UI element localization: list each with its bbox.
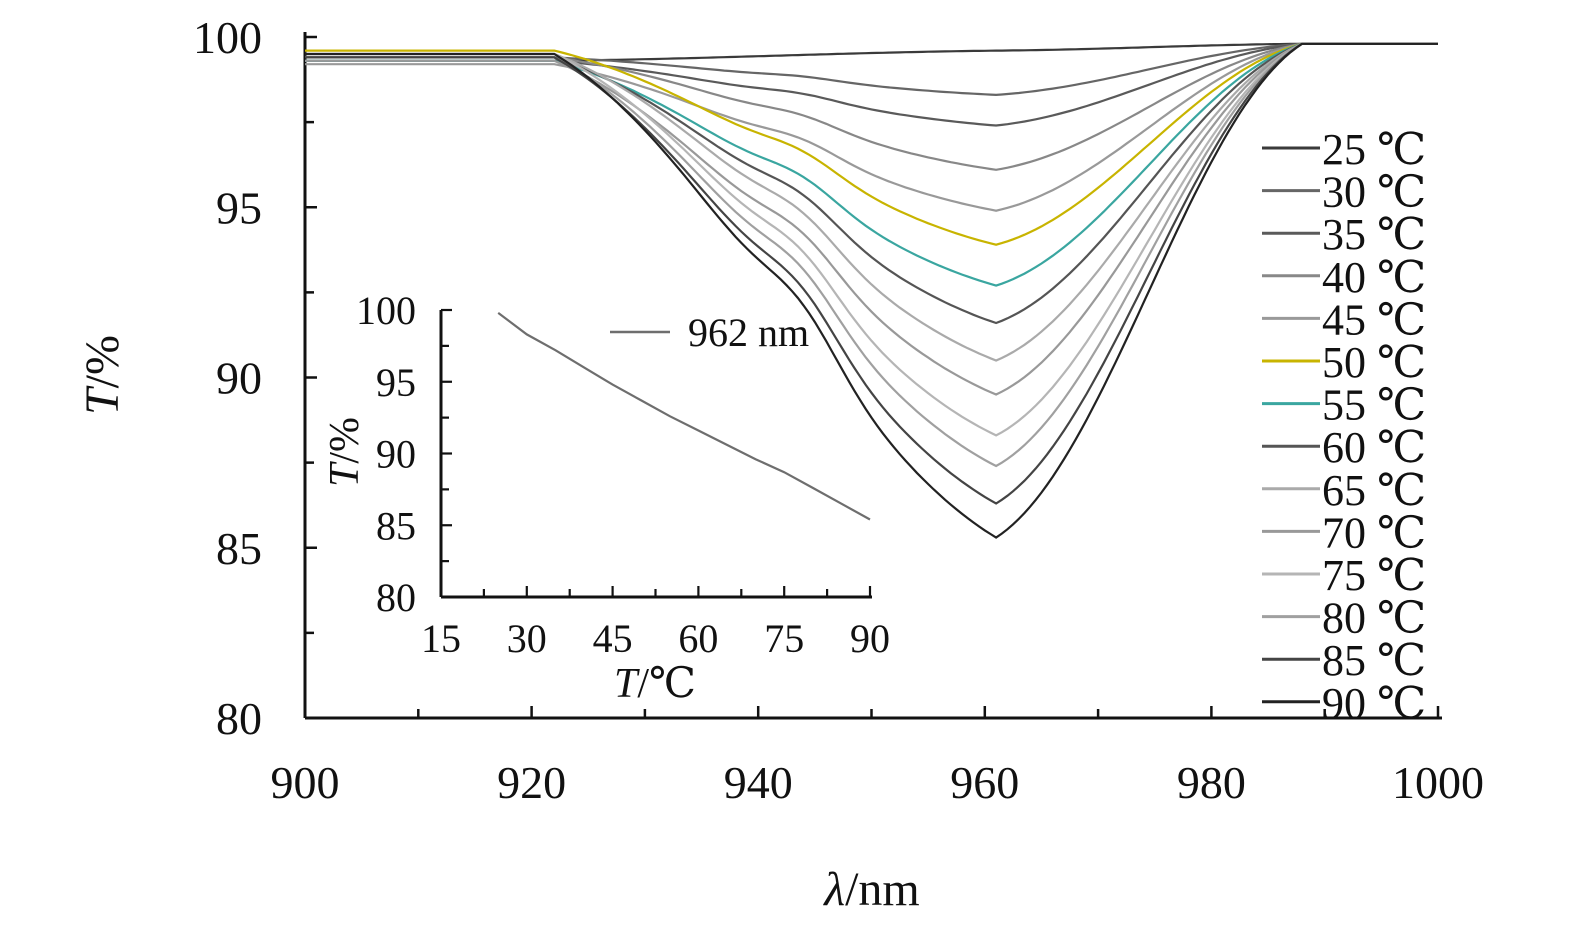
main-axes: 900 920 940 960 980 1000 80 85 90 95 100 bbox=[193, 12, 1484, 808]
legend-label-85: 85 ℃ bbox=[1322, 636, 1426, 685]
inset-y-tick-label: 80 bbox=[376, 575, 416, 620]
series-line-85 bbox=[305, 42, 1438, 505]
legend-label-60: 60 ℃ bbox=[1322, 423, 1426, 472]
legend-label-90: 90 ℃ bbox=[1322, 679, 1426, 728]
main-series bbox=[305, 42, 1438, 539]
series-line-90 bbox=[305, 42, 1438, 539]
series-line-75 bbox=[305, 42, 1438, 437]
inset-series-line-962-nm bbox=[497, 312, 871, 521]
series-line-50 bbox=[305, 42, 1438, 246]
legend-label-30: 30 ℃ bbox=[1322, 168, 1426, 217]
main-y-tick-label: 80 bbox=[216, 693, 262, 744]
main-y-axis-title: T/% bbox=[76, 335, 129, 415]
legend-label-80: 80 ℃ bbox=[1322, 594, 1426, 643]
inset-x-tick-label: 45 bbox=[593, 616, 633, 661]
main-y-tick-label: 90 bbox=[216, 353, 262, 404]
main-x-tick-label: 1000 bbox=[1392, 757, 1484, 808]
main-x-tick-label: 920 bbox=[497, 757, 566, 808]
series-line-55 bbox=[305, 42, 1438, 287]
legend-label-40: 40 ℃ bbox=[1322, 253, 1426, 302]
inset-x-tick-label: 75 bbox=[764, 616, 804, 661]
main-legend: 25 ℃30 ℃35 ℃40 ℃45 ℃50 ℃55 ℃60 ℃65 ℃70 ℃… bbox=[1262, 125, 1426, 728]
inset-y-tick-label: 85 bbox=[376, 503, 416, 548]
main-y-tick-label: 100 bbox=[193, 12, 262, 63]
legend-label-50: 50 ℃ bbox=[1322, 338, 1426, 387]
series-line-45 bbox=[305, 42, 1438, 212]
inset-x-tick-label: 90 bbox=[850, 616, 890, 661]
inset-series: 962 nm bbox=[497, 310, 871, 521]
main-x-axis-title: λ/nm bbox=[822, 863, 919, 916]
legend-label-25: 25 ℃ bbox=[1322, 125, 1426, 174]
inset-axes: 15 30 45 60 75 90 80 85 90 95 100 bbox=[356, 288, 890, 661]
legend-label-35: 35 ℃ bbox=[1322, 210, 1426, 259]
inset-x-axis-title: T/℃ bbox=[614, 661, 696, 707]
series-line-70 bbox=[305, 42, 1438, 396]
inset-legend-label: 962 nm bbox=[688, 310, 809, 355]
inset-x-tick-label: 15 bbox=[421, 616, 461, 661]
main-x-tick-label: 940 bbox=[724, 757, 793, 808]
main-y-tick-label: 85 bbox=[216, 523, 262, 574]
inset-y-axis-title: T/% bbox=[322, 417, 368, 487]
main-y-tick-label: 95 bbox=[216, 182, 262, 233]
legend-label-65: 65 ℃ bbox=[1322, 466, 1426, 515]
main-x-tick-label: 900 bbox=[271, 757, 340, 808]
inset-x-tick-label: 30 bbox=[507, 616, 547, 661]
legend-label-75: 75 ℃ bbox=[1322, 551, 1426, 600]
inset-y-tick-label: 95 bbox=[376, 360, 416, 405]
main-x-tick-label: 960 bbox=[950, 757, 1019, 808]
main-x-tick-label: 980 bbox=[1177, 757, 1246, 808]
legend-label-55: 55 ℃ bbox=[1322, 381, 1426, 430]
legend-label-70: 70 ℃ bbox=[1322, 508, 1426, 557]
inset-y-tick-label: 100 bbox=[356, 288, 416, 333]
inset-x-tick-label: 60 bbox=[678, 616, 718, 661]
inset-y-tick-label: 90 bbox=[376, 432, 416, 477]
legend-label-45: 45 ℃ bbox=[1322, 295, 1426, 344]
